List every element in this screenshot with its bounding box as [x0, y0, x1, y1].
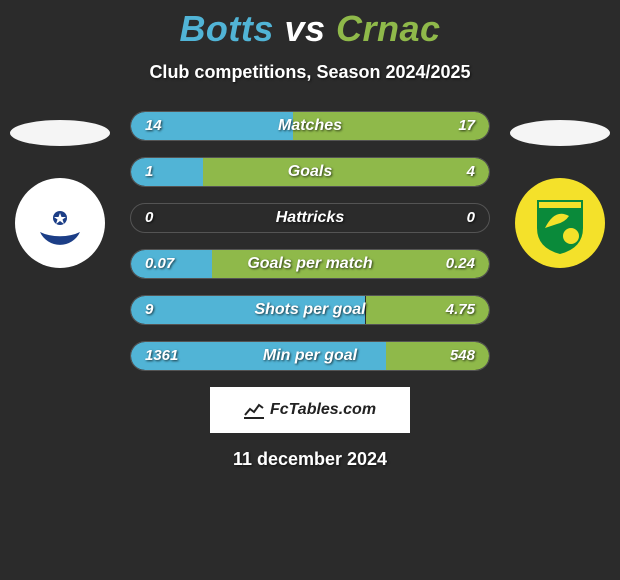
stat-row: 0.070.24Goals per match: [130, 249, 490, 279]
watermark-text: FcTables.com: [270, 401, 376, 419]
club-badge-left-icon: [25, 188, 95, 258]
stat-row: 1417Matches: [130, 111, 490, 141]
club-badge-right-icon: [525, 188, 595, 258]
left-column: [5, 120, 115, 268]
title-player2: Crnac: [336, 8, 441, 49]
stat-row: 1361548Min per goal: [130, 341, 490, 371]
stat-row: 14Goals: [130, 157, 490, 187]
stat-row: 00Hattricks: [130, 203, 490, 233]
stat-label: Goals per match: [131, 250, 489, 278]
page-title: Botts vs Crnac: [0, 0, 620, 50]
stat-label: Hattricks: [131, 204, 489, 232]
date: 11 december 2024: [0, 449, 620, 470]
stat-label: Goals: [131, 158, 489, 186]
right-column: [505, 120, 615, 268]
club-badge-left: [15, 178, 105, 268]
subtitle: Club competitions, Season 2024/2025: [0, 62, 620, 83]
title-vs: vs: [284, 8, 325, 49]
title-player1: Botts: [179, 8, 274, 49]
club-badge-right: [515, 178, 605, 268]
stat-label: Shots per goal: [131, 296, 489, 324]
watermark: FcTables.com: [210, 387, 410, 433]
stat-label: Matches: [131, 112, 489, 140]
flag-left: [10, 120, 110, 146]
flag-right: [510, 120, 610, 146]
chart-icon: [244, 401, 264, 419]
stat-label: Min per goal: [131, 342, 489, 370]
stats-container: 1417Matches 14Goals 00Hattricks 0.070.24Goa…: [130, 111, 490, 371]
stat-row: 94.75Shots per goal: [130, 295, 490, 325]
